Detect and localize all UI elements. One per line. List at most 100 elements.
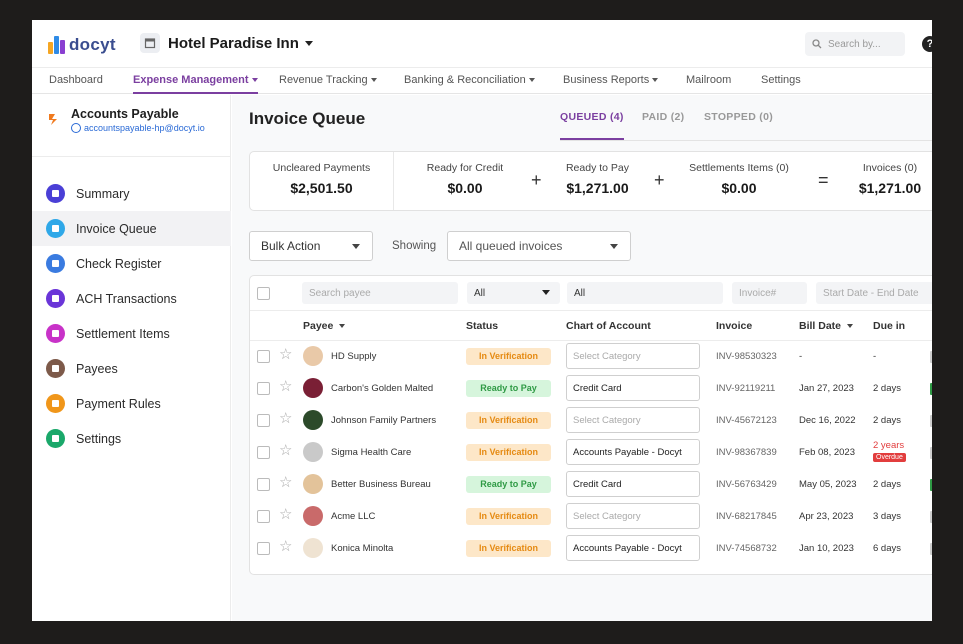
category-select[interactable]: Select Category [566, 343, 700, 369]
column-due-in: Due in [873, 320, 906, 332]
star-icon[interactable]: ☆ [279, 474, 293, 491]
table-row[interactable]: ☆ Better Business Bureau Ready to Pay Cr… [250, 469, 932, 501]
due-in: 2 days [873, 479, 901, 490]
plus-operator: + [654, 170, 665, 190]
invoice-number[interactable]: INV-92119211 [716, 383, 776, 394]
payee-name[interactable]: Acme LLC [331, 511, 376, 522]
sidebar-item-ach-transactions[interactable]: ACH Transactions [32, 281, 231, 316]
payees-icon [46, 359, 65, 378]
tab-paid[interactable]: PAID (2) [642, 111, 685, 123]
payee-name[interactable]: HD Supply [331, 351, 377, 362]
nav-mailroom[interactable]: Mailroom [686, 74, 732, 86]
row-action-edge[interactable] [930, 383, 932, 395]
sidebar-item-summary[interactable]: Summary [32, 176, 231, 211]
star-icon[interactable]: ☆ [279, 506, 293, 523]
status-badge: In Verification [466, 540, 551, 557]
tab-stopped[interactable]: STOPPED (0) [704, 111, 774, 123]
row-checkbox[interactable] [257, 542, 270, 555]
sidebar-item-payment-rules[interactable]: Payment Rules [32, 386, 231, 421]
row-checkbox[interactable] [257, 446, 270, 459]
payee-avatar [303, 410, 323, 430]
row-checkbox[interactable] [257, 414, 270, 427]
row-action-edge[interactable] [930, 415, 932, 427]
row-checkbox[interactable] [257, 510, 270, 523]
sidebar-item-settlement-items[interactable]: Settlement Items [32, 316, 231, 351]
business-building-icon [140, 33, 160, 53]
business-selector[interactable]: Hotel Paradise Inn [140, 33, 313, 53]
nav-settings[interactable]: Settings [761, 74, 801, 86]
sidebar-item-invoice-queue[interactable]: Invoice Queue [32, 211, 231, 246]
accounts-payable-header: Accounts Payable accountspayable-hp@docy… [47, 107, 205, 133]
table-row[interactable]: ☆ Konica Minolta In Verification Account… [250, 533, 932, 565]
status-badge: In Verification [466, 348, 551, 365]
row-action-edge[interactable] [930, 543, 932, 555]
category-select[interactable]: Accounts Payable - Docyt [566, 439, 700, 465]
sidebar-item-payees[interactable]: Payees [32, 351, 231, 386]
nav-dashboard[interactable]: Dashboard [49, 74, 103, 86]
invoice-number[interactable]: INV-98530323 [716, 351, 777, 362]
help-icon[interactable]: ? [922, 36, 932, 52]
sidebar-item-settings[interactable]: Settings [32, 421, 231, 456]
invoice-number[interactable]: INV-56763429 [716, 479, 777, 490]
status-filter-select[interactable]: All [467, 282, 560, 304]
invoice-number[interactable]: INV-68217845 [716, 511, 777, 522]
select-all-checkbox[interactable] [257, 287, 270, 300]
table-row[interactable]: ☆ HD Supply In Verification Select Categ… [250, 341, 932, 373]
star-icon[interactable]: ☆ [279, 410, 293, 427]
nav-business-reports[interactable]: Business Reports [563, 74, 659, 86]
row-action-edge[interactable] [930, 447, 932, 459]
table-row[interactable]: ☆ Johnson Family Partners In Verificatio… [250, 405, 932, 437]
row-action-edge[interactable] [930, 479, 932, 491]
row-action-edge[interactable] [930, 511, 932, 523]
star-icon[interactable]: ☆ [279, 346, 293, 363]
status-badge: Ready to Pay [466, 380, 551, 397]
account-filter-select[interactable]: All [567, 282, 723, 304]
category-select[interactable]: Credit Card [566, 375, 700, 401]
bulk-action-dropdown[interactable]: Bulk Action [249, 231, 373, 261]
invoice-number[interactable]: INV-74568732 [716, 543, 777, 554]
invoice-number[interactable]: INV-45672123 [716, 415, 777, 426]
star-icon[interactable]: ☆ [279, 538, 293, 555]
invoice-number-input[interactable]: Invoice# [732, 282, 807, 304]
category-select[interactable]: Select Category [566, 503, 700, 529]
star-icon[interactable]: ☆ [279, 442, 293, 459]
docyt-logo[interactable]: docyt [48, 35, 116, 55]
showing-filter-dropdown[interactable]: All queued invoices [447, 231, 631, 261]
date-range-input[interactable]: Start Date - End Date [816, 282, 932, 304]
row-action-edge[interactable] [930, 351, 932, 363]
tab-queued[interactable]: QUEUED (4) [560, 111, 624, 140]
row-checkbox[interactable] [257, 350, 270, 363]
global-search-input[interactable]: Search by... [805, 32, 905, 56]
payee-name[interactable]: Sigma Health Care [331, 447, 412, 458]
column-bill-date[interactable]: Bill Date [799, 320, 854, 332]
category-select[interactable]: Accounts Payable - Docyt [566, 535, 700, 561]
invoice-queue-icon [46, 219, 65, 238]
payee-name[interactable]: Better Business Bureau [331, 479, 431, 490]
table-row[interactable]: ☆ Sigma Health Care In Verification Acco… [250, 437, 932, 469]
nav-expense-management[interactable]: Expense Management [133, 74, 258, 94]
payee-avatar [303, 346, 323, 366]
column-payee[interactable]: Payee [303, 320, 346, 332]
accounts-payable-email[interactable]: accountspayable-hp@docyt.io [71, 123, 205, 133]
page-title: Invoice Queue [249, 109, 366, 128]
nav-revenue-tracking[interactable]: Revenue Tracking [279, 74, 377, 86]
star-icon[interactable]: ☆ [279, 378, 293, 395]
row-checkbox[interactable] [257, 382, 270, 395]
search-payee-input[interactable]: Search payee [302, 282, 458, 304]
invoice-table: Search payee All All Invoice# Start Date… [249, 275, 932, 575]
chevron-down-icon [610, 244, 618, 249]
row-checkbox[interactable] [257, 478, 270, 491]
sidebar-item-check-register[interactable]: Check Register [32, 246, 231, 281]
payee-name[interactable]: Konica Minolta [331, 543, 394, 554]
category-select[interactable]: Select Category [566, 407, 700, 433]
chevron-down-icon [352, 244, 360, 249]
payee-name[interactable]: Carbon's Golden Malted [331, 383, 434, 394]
payee-name[interactable]: Johnson Family Partners [331, 415, 437, 426]
filter-row: Search payee All All Invoice# Start Date… [250, 276, 932, 311]
category-select[interactable]: Credit Card [566, 471, 700, 497]
nav-banking-reconciliation[interactable]: Banking & Reconciliation [404, 74, 535, 86]
table-row[interactable]: ☆ Acme LLC In Verification Select Catego… [250, 501, 932, 533]
table-row[interactable]: ☆ Carbon's Golden Malted Ready to Pay Cr… [250, 373, 932, 405]
invoice-number[interactable]: INV-98367839 [716, 447, 777, 458]
due-in: 3 days [873, 511, 901, 522]
